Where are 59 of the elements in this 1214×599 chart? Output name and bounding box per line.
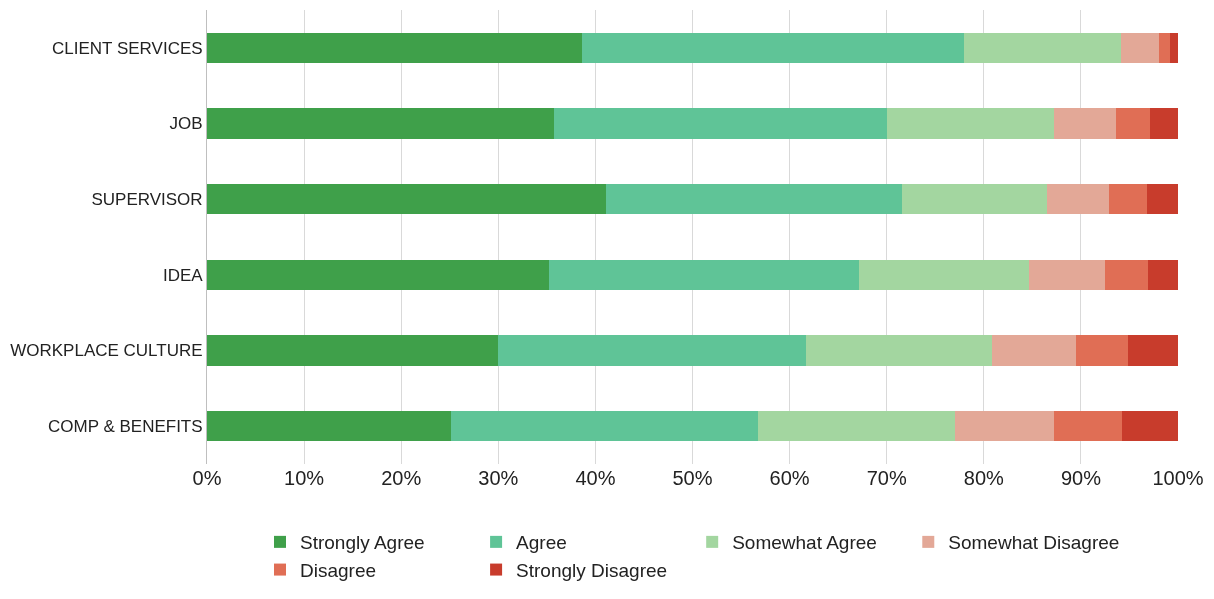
bar bbox=[1121, 411, 1178, 442]
y-tick-label: COMP & BENEFITS bbox=[47, 417, 203, 437]
bar bbox=[1105, 259, 1148, 290]
bar bbox=[1046, 184, 1110, 215]
bar bbox=[553, 108, 887, 139]
bar bbox=[207, 411, 451, 442]
bar bbox=[1053, 411, 1122, 442]
legend-label: Somewhat Agree bbox=[732, 532, 877, 554]
bar bbox=[1147, 259, 1178, 290]
legend-label: Strongly Agree bbox=[300, 532, 425, 554]
x-tick-label: 80% bbox=[963, 467, 1005, 489]
legend-label: Agree bbox=[516, 532, 567, 554]
y-tick-label: CLIENT SERVICES bbox=[52, 38, 203, 58]
bar bbox=[207, 32, 582, 63]
legend-label: Strongly Disagree bbox=[516, 559, 668, 581]
bar bbox=[991, 335, 1077, 366]
bar bbox=[1053, 108, 1116, 139]
bar bbox=[902, 184, 1047, 215]
bar bbox=[606, 184, 903, 215]
bar bbox=[498, 335, 807, 366]
bar bbox=[1158, 32, 1171, 63]
legend-label: Somewhat Disagree bbox=[948, 532, 1120, 554]
bar bbox=[1029, 259, 1106, 290]
bar bbox=[858, 259, 1030, 290]
x-tick-label: 0% bbox=[192, 467, 222, 489]
x-tick-label: 100% bbox=[1152, 467, 1204, 489]
bar bbox=[548, 259, 859, 290]
bar bbox=[581, 32, 965, 63]
y-tick-label: JOB bbox=[169, 114, 203, 134]
x-tick-label: 40% bbox=[575, 467, 616, 489]
bar bbox=[207, 184, 607, 215]
bar bbox=[1127, 335, 1178, 366]
y-tick-label: IDEA bbox=[162, 265, 204, 285]
legend-label: Disagree bbox=[300, 559, 377, 581]
y-tick-label: WORKPLACE CULTURE bbox=[10, 341, 203, 361]
bar bbox=[1115, 108, 1150, 139]
x-tick-label: 20% bbox=[381, 467, 422, 489]
y-tick-label: SUPERVISOR bbox=[91, 190, 203, 210]
bar bbox=[1146, 184, 1178, 215]
bar bbox=[207, 259, 549, 290]
bar bbox=[757, 411, 955, 442]
bar bbox=[1109, 184, 1147, 215]
bar bbox=[207, 108, 554, 139]
x-tick-label: 50% bbox=[672, 467, 713, 489]
bar bbox=[886, 108, 1054, 139]
bar bbox=[954, 411, 1054, 442]
x-tick-label: 90% bbox=[1060, 467, 1102, 489]
bar bbox=[207, 335, 499, 366]
x-tick-label: 70% bbox=[866, 467, 907, 489]
x-tick-label: 10% bbox=[284, 467, 325, 489]
bar bbox=[1120, 32, 1159, 63]
bar bbox=[1149, 108, 1178, 139]
bar bbox=[1170, 32, 1178, 63]
x-tick-label: 30% bbox=[478, 467, 519, 489]
bar bbox=[1076, 335, 1128, 366]
x-tick-label: 60% bbox=[769, 467, 810, 489]
bar bbox=[806, 335, 992, 366]
bar bbox=[964, 32, 1121, 63]
bar bbox=[450, 411, 758, 442]
